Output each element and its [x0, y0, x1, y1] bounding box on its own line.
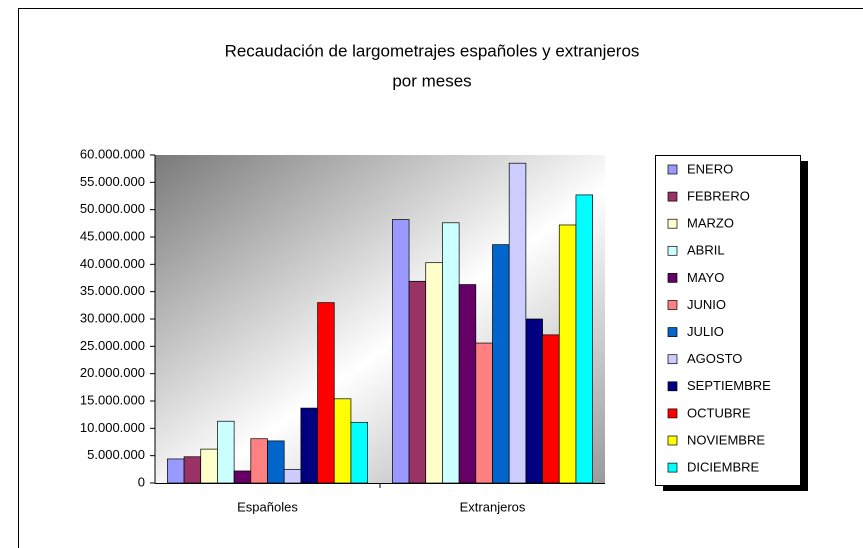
legend-swatch	[667, 245, 678, 256]
y-tick-label: 60.000.000	[80, 146, 145, 161]
legend-label: NOVIEMBRE	[687, 432, 765, 447]
x-tick-label: Extranjeros	[460, 499, 526, 514]
legend-label: OCTUBRE	[687, 405, 751, 420]
legend-label: JULIO	[687, 324, 724, 339]
legend-label: ENERO	[687, 161, 733, 176]
legend-swatch	[667, 327, 678, 337]
legend-label: MAYO	[687, 270, 724, 285]
bar	[392, 219, 410, 484]
y-tick-label: 35.000.000	[80, 283, 145, 298]
legend-label: JUNIO	[687, 297, 726, 312]
y-tick-label: 50.000.000	[80, 201, 145, 216]
y-tick-label: 40.000.000	[80, 256, 145, 271]
legend-label: AGOSTO	[687, 351, 742, 366]
y-tick-label: 30.000.000	[80, 310, 145, 325]
x-tick-label: Españoles	[237, 499, 298, 514]
legend	[655, 155, 801, 486]
y-tick-label: 20.000.000	[80, 365, 145, 380]
legend-swatch	[667, 381, 678, 392]
legend-label: DICIEMBRE	[687, 460, 760, 475]
bar	[183, 456, 202, 484]
bar	[233, 470, 252, 484]
bar	[167, 458, 185, 484]
bar	[425, 262, 443, 484]
legend-swatch	[667, 273, 678, 283]
y-tick-label: 0	[138, 474, 145, 489]
bar	[333, 398, 352, 484]
chart-title: por meses	[392, 71, 471, 90]
legend-label: ABRIL	[687, 243, 725, 258]
y-tick-label: 55.000.000	[80, 174, 145, 189]
bar	[492, 244, 510, 484]
legend-swatch	[667, 300, 678, 310]
legend-swatch	[667, 191, 678, 202]
bar	[317, 302, 335, 484]
legend-label: FEBRERO	[687, 189, 750, 204]
bar	[200, 448, 218, 484]
bar	[442, 222, 460, 484]
legend-label: MARZO	[687, 216, 734, 231]
bar	[267, 440, 285, 484]
bar	[300, 407, 318, 484]
bar	[558, 224, 577, 484]
bar	[575, 194, 593, 484]
legend-swatch	[667, 354, 678, 365]
bar	[217, 420, 235, 484]
y-tick-label: 15.000.000	[80, 392, 145, 407]
y-tick-label: 25.000.000	[80, 338, 145, 353]
bar	[475, 342, 493, 484]
y-tick-label: 45.000.000	[80, 228, 145, 243]
bar	[508, 162, 527, 484]
bar	[525, 318, 543, 484]
legend-swatch	[667, 462, 678, 473]
legend-swatch	[667, 408, 678, 419]
bar	[458, 284, 477, 484]
legend-swatch	[667, 218, 678, 229]
y-tick-label: 10.000.000	[80, 420, 145, 435]
legend-label: SEPTIEMBRE	[687, 378, 771, 393]
chart-title: Recaudación de largometrajes españoles y…	[225, 41, 640, 60]
bar	[350, 421, 368, 484]
legend-swatch	[667, 435, 678, 446]
bar	[408, 280, 427, 484]
y-tick-label: 5.000.000	[87, 447, 145, 462]
bar	[542, 334, 560, 484]
bar	[250, 438, 268, 484]
legend-swatch	[667, 164, 678, 175]
bar	[283, 468, 302, 484]
